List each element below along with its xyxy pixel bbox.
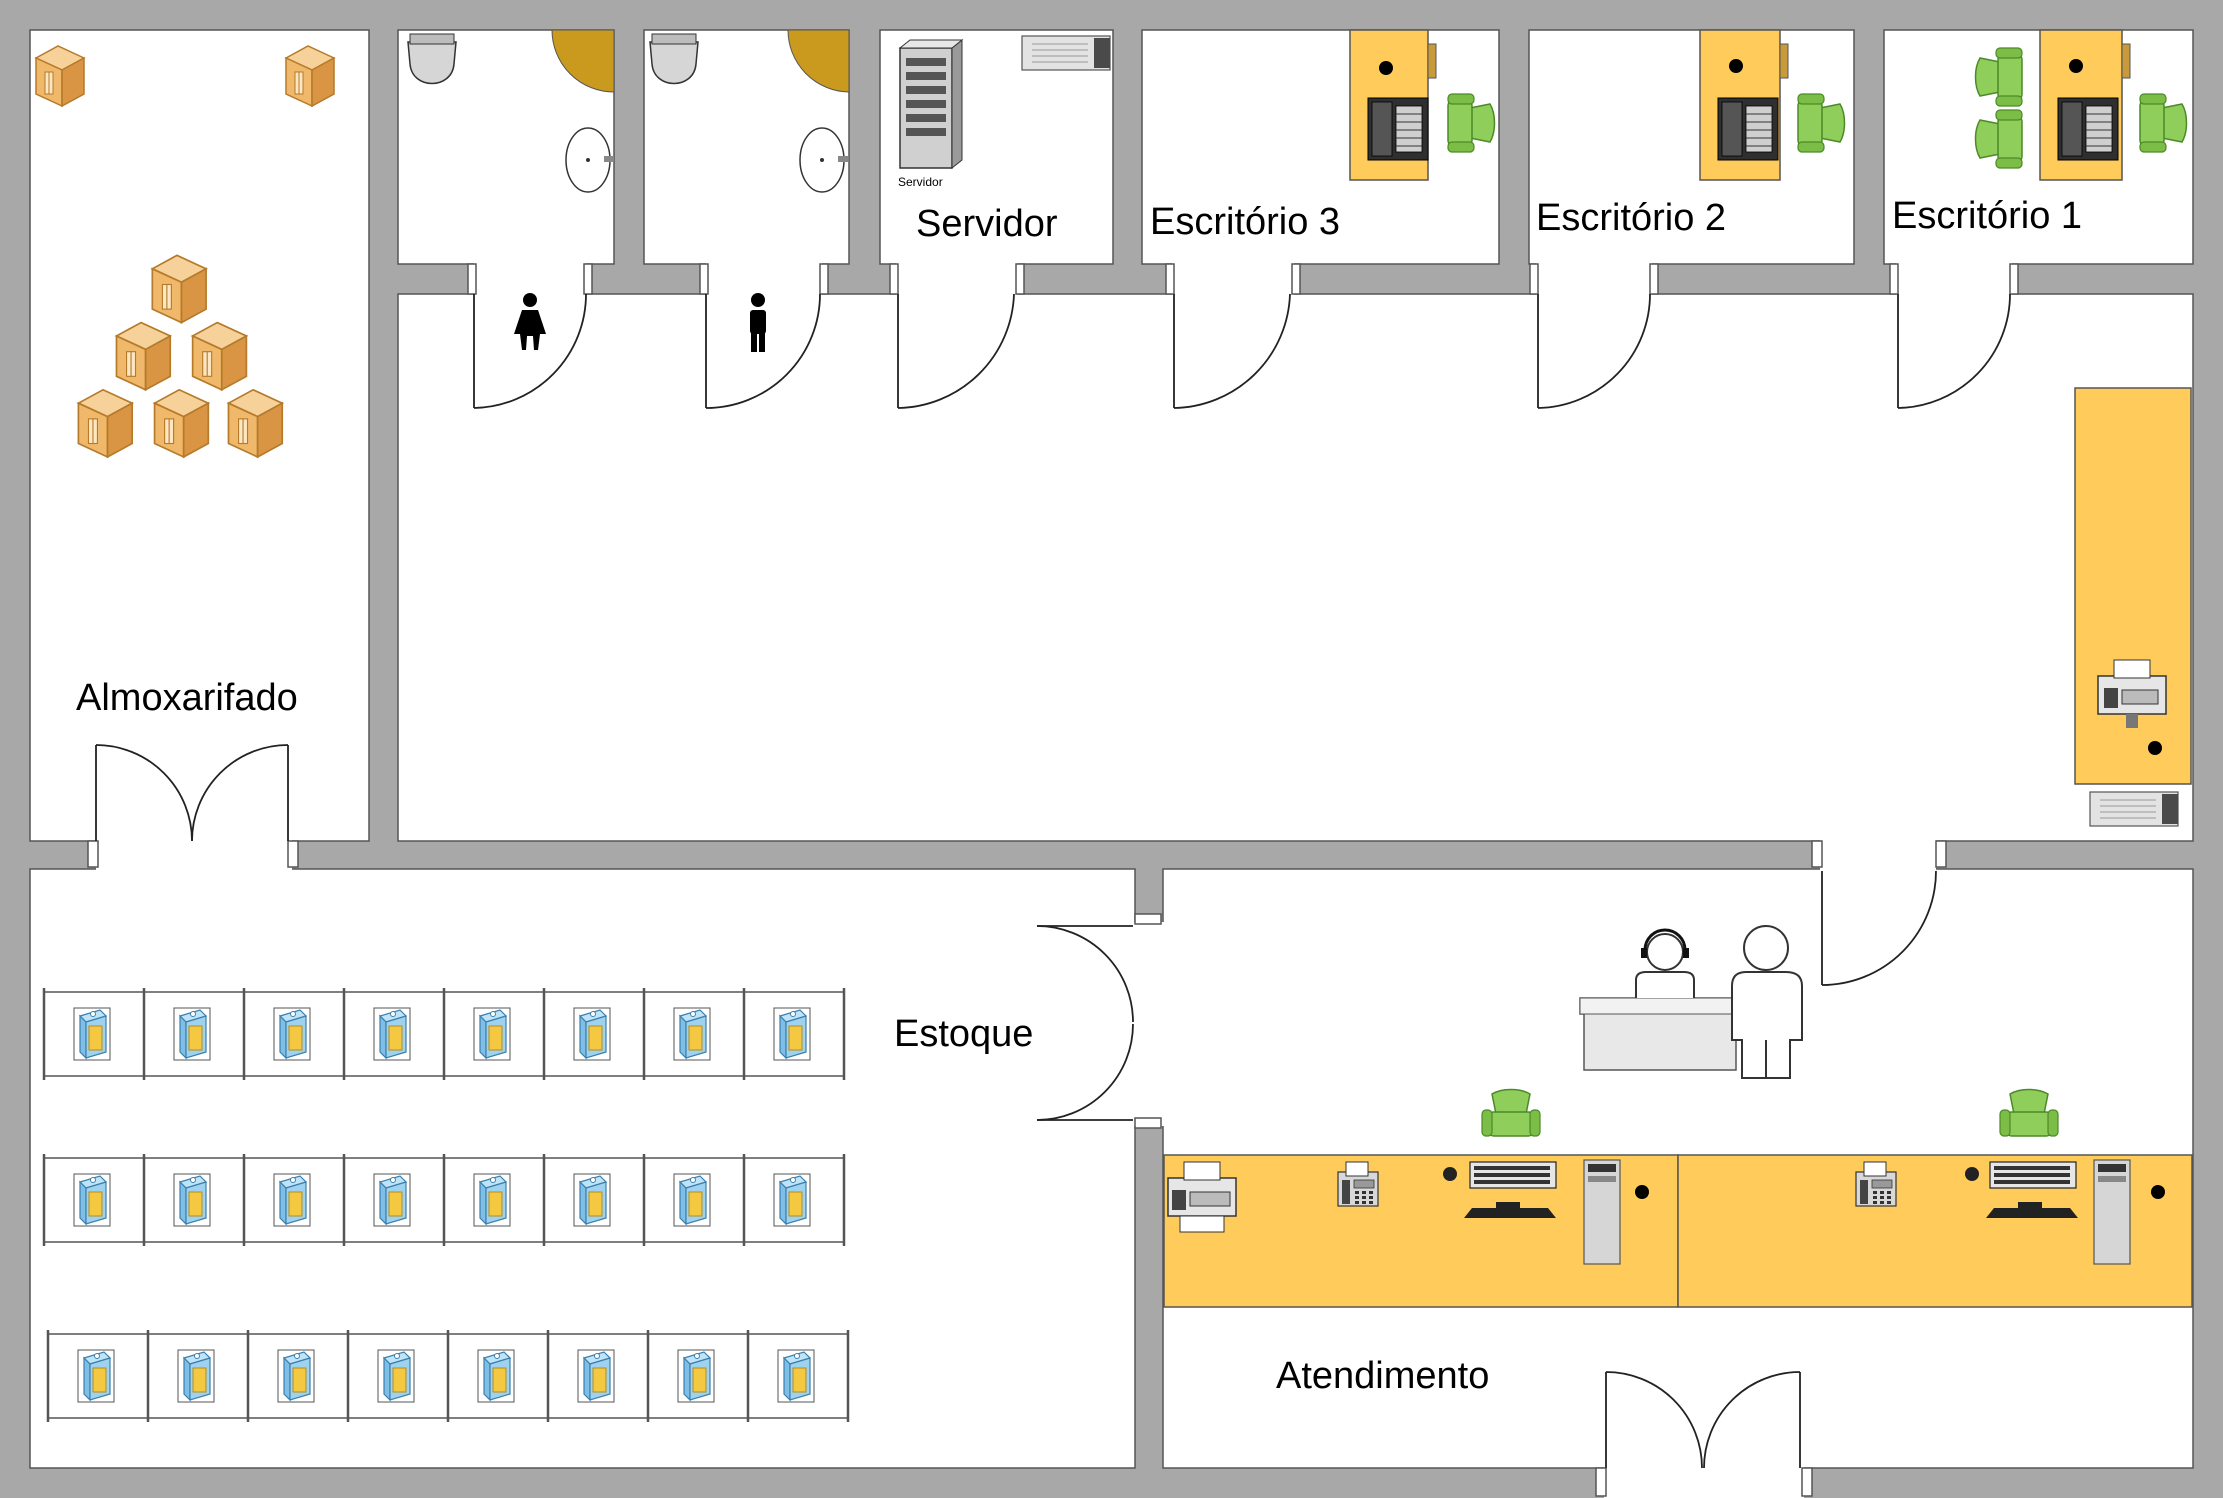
pc-tower-icon <box>2093 1159 2131 1265</box>
tower-icon <box>2089 791 2179 827</box>
label-almoxarifado: Almoxarifado <box>76 677 298 719</box>
label-atendimento: Atendimento <box>1276 1355 1489 1397</box>
sink-icon <box>565 127 614 193</box>
product-box-icon <box>573 1173 611 1227</box>
keyboard-icon <box>1469 1161 1557 1189</box>
box-icon <box>35 45 85 107</box>
label-escritorio-3: Escritório 3 <box>1150 201 1340 243</box>
product-box-icon <box>577 1349 615 1403</box>
tower-icon <box>1021 35 1111 71</box>
monitor-icon <box>1464 1202 1556 1218</box>
product-box-icon <box>177 1349 215 1403</box>
keyboard-icon <box>1989 1161 2077 1189</box>
product-box-icon <box>373 1173 411 1227</box>
printer-icon <box>1167 1161 1237 1233</box>
cabinet <box>1779 43 1789 79</box>
woman-restroom-icon <box>514 293 546 350</box>
printer-icon <box>2097 659 2167 728</box>
label-escritorio-2: Escritório 2 <box>1536 197 1726 239</box>
product-box-icon <box>773 1007 811 1061</box>
label-servidor: Servidor <box>916 203 1058 245</box>
label-estoque: Estoque <box>894 1013 1033 1055</box>
product-box-icon <box>473 1173 511 1227</box>
product-box-icon <box>777 1349 815 1403</box>
product-box-icon <box>673 1007 711 1061</box>
monitor-icon <box>1986 1202 2078 1218</box>
desk-grommet <box>2069 59 2083 73</box>
cabinet <box>2121 43 2131 79</box>
desk-grommet <box>1729 59 1743 73</box>
product-box-icon <box>173 1007 211 1061</box>
box-icon <box>285 45 335 107</box>
product-box-icon <box>73 1173 111 1227</box>
man-restroom-icon <box>750 293 766 352</box>
product-box-icon <box>473 1007 511 1061</box>
mouse-icon <box>1443 1167 1457 1181</box>
desk-grommet <box>1379 61 1393 75</box>
reception-desk <box>1579 997 1737 1071</box>
laptop-icon <box>1717 97 1779 161</box>
label-escritorio-1: Escritório 1 <box>1892 195 2082 237</box>
door-openings <box>96 262 2012 1498</box>
mouse-icon <box>1965 1167 1979 1181</box>
laptop-icon <box>1367 97 1429 161</box>
product-box-icon <box>773 1173 811 1227</box>
cabinet <box>1427 43 1437 79</box>
product-box-icon <box>277 1349 315 1403</box>
product-box-icon <box>173 1173 211 1227</box>
product-box-icon <box>477 1349 515 1403</box>
wc-door-corner <box>787 29 850 93</box>
customer-icon <box>1731 925 1803 1079</box>
desk-grommet <box>2148 741 2162 755</box>
product-box-icon <box>573 1007 611 1061</box>
pc-tower-icon <box>1583 1159 1621 1265</box>
receptionist-icon <box>1635 928 1695 998</box>
laptop-icon <box>2057 97 2119 161</box>
sink-icon <box>799 127 848 193</box>
toilet-icon <box>407 33 457 85</box>
shelf-products <box>42 988 850 1422</box>
server-rack-icon <box>898 38 964 170</box>
product-box-icon <box>677 1349 715 1403</box>
door-jambs <box>87 263 2019 1497</box>
room-hall[interactable] <box>397 293 2194 842</box>
product-box-icon <box>377 1349 415 1403</box>
desk-grommet <box>2151 1185 2165 1199</box>
server-caption: Servidor <box>898 175 943 189</box>
product-box-icon <box>73 1007 111 1061</box>
product-box-icon <box>273 1007 311 1061</box>
product-box-icon <box>673 1173 711 1227</box>
product-box-icon <box>273 1173 311 1227</box>
door-swings <box>95 293 2011 1469</box>
desk-grommet <box>1635 1185 1649 1199</box>
wc-door-corner <box>551 29 615 93</box>
room-escritorio-3[interactable] <box>1141 29 1500 265</box>
product-box-icon <box>373 1007 411 1061</box>
toilet-icon <box>649 33 699 85</box>
product-box-icon <box>77 1349 115 1403</box>
